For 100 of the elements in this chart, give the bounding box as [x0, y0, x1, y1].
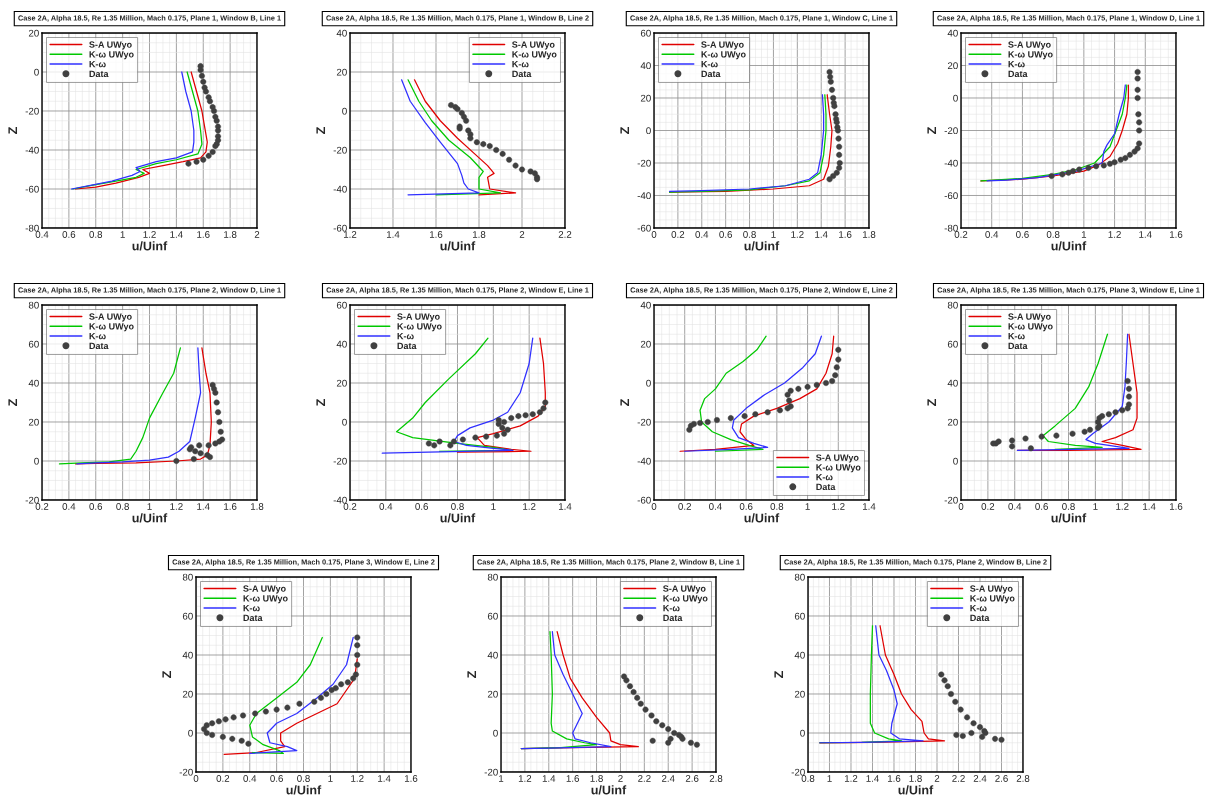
x-tick-label: 1.2: [832, 503, 845, 510]
y-tick-label: 20: [182, 690, 193, 698]
x-tick-label: 1: [499, 775, 504, 782]
x-tick-label: 2.8: [709, 775, 723, 782]
x-tick-label: 1.2: [1108, 231, 1121, 238]
legend-label: S-A UWyo: [397, 313, 440, 322]
x-tick-label: 1.2: [351, 775, 364, 782]
y-tick-label: -60: [25, 185, 39, 193]
x-tick-label: 0.2: [671, 231, 685, 238]
y-tick-label: 40: [336, 340, 347, 348]
x-tick-label: 1.6: [429, 231, 443, 238]
y-tick-label: -40: [637, 457, 651, 465]
legend-label: Data: [701, 70, 721, 78]
x-tick-label: 1.6: [224, 503, 237, 510]
x-tick-label: 1: [1093, 503, 1098, 510]
x-tick-label: 1.4: [197, 503, 210, 510]
x-tick-label: 2.6: [995, 775, 1008, 782]
x-tick-label: 0.4: [695, 231, 709, 238]
x-tick-label: 0.8: [89, 231, 103, 238]
legend-label: K-ω: [397, 333, 414, 340]
legend-label: Data: [89, 342, 109, 350]
y-axis-title: Z: [620, 127, 630, 134]
x-tick-label: 1: [120, 231, 125, 238]
legend-label: K-ω: [1008, 61, 1025, 68]
legend-label: K-ω UWyo: [1008, 51, 1053, 60]
x-tick-label: 1: [328, 775, 333, 782]
x-tick-label: 0: [651, 231, 657, 238]
legend-label: S-A UWyo: [1008, 313, 1051, 322]
x-tick-label: 1: [827, 775, 832, 782]
x-tick-label: 1.4: [1139, 231, 1152, 238]
legend-label: K-ω: [89, 333, 106, 340]
x-tick-label: 1.6: [404, 775, 418, 782]
y-tick-label: 20: [640, 340, 651, 348]
x-axis-title: u/Uinf: [744, 241, 780, 251]
y-tick-label: -40: [637, 192, 651, 200]
legend-label: Data: [397, 342, 417, 350]
x-tick-label: 1.6: [566, 775, 579, 782]
x-tick-label: 2.2: [952, 775, 965, 782]
x-tick-label: 1.4: [386, 231, 400, 238]
legend-label: K-ω UWyo: [970, 595, 1015, 604]
x-tick-label: 2.8: [1016, 775, 1030, 782]
legend-label: Data: [512, 70, 532, 78]
x-tick-label: 0: [651, 503, 657, 510]
y-tick-label: 20: [487, 690, 498, 698]
y-tick-label: 40: [947, 379, 958, 387]
y-tick-label: 0: [800, 729, 805, 737]
y-tick-label: -20: [791, 768, 805, 776]
x-tick-label: 0.2: [216, 775, 230, 782]
x-tick-label: 1.4: [866, 775, 879, 782]
legend-label: K-ω UWyo: [816, 464, 861, 473]
x-axis-title: u/Uinf: [132, 241, 168, 251]
y-tick-label: -20: [333, 146, 347, 154]
x-tick-label: 0.6: [415, 503, 428, 510]
x-tick-label: 0: [193, 775, 199, 782]
x-tick-label: 0.6: [1016, 231, 1029, 238]
y-tick-label: -40: [333, 185, 347, 193]
legend-label: Data: [816, 483, 836, 491]
y-tick-label: 20: [336, 68, 347, 76]
x-tick-label: 2.4: [973, 775, 987, 782]
y-tick-label: -20: [637, 418, 651, 426]
legend-label: Data: [1008, 342, 1028, 350]
y-tick-label: 20: [28, 418, 39, 426]
legend-label: S-A UWyo: [970, 585, 1013, 594]
x-tick-label: 1.4: [558, 503, 572, 510]
y-tick-label: 0: [188, 729, 193, 737]
legend-label: K-ω: [663, 605, 680, 612]
x-tick-label: 2: [254, 231, 260, 238]
legend-label: S-A UWyo: [663, 585, 706, 594]
y-tick-label: 20: [336, 379, 347, 387]
x-tick-label: 1.2: [844, 775, 858, 782]
x-tick-label: 0.4: [35, 231, 49, 238]
y-tick-label: -20: [333, 457, 347, 465]
legend-label: Data: [663, 614, 683, 622]
x-tick-label: 1.6: [1169, 231, 1183, 238]
x-tick-label: 0.2: [954, 231, 968, 238]
y-tick-label: 20: [947, 62, 958, 70]
y-tick-label: 60: [336, 301, 347, 309]
x-tick-label: 1.2: [343, 231, 357, 238]
x-tick-label: 2.2: [638, 775, 651, 782]
x-tick-label: 1.4: [378, 775, 391, 782]
x-tick-label: 0.4: [1008, 503, 1022, 510]
x-tick-label: 0.2: [35, 503, 49, 510]
x-tick-label: 0.6: [1035, 503, 1048, 510]
x-tick-label: 1: [147, 503, 152, 510]
y-tick-label: 60: [794, 612, 805, 620]
x-tick-label: 0.6: [89, 503, 103, 510]
legend-label: S-A UWyo: [89, 41, 132, 50]
x-tick-label: 1: [491, 503, 496, 510]
y-axis-title: Z: [774, 671, 784, 678]
y-tick-label: 60: [487, 612, 498, 620]
x-tick-label: 0.4: [243, 775, 257, 782]
y-tick-label: 40: [794, 651, 805, 659]
legend-label: S-A UWyo: [512, 41, 555, 50]
x-tick-label: 0.8: [297, 775, 310, 782]
x-tick-label: 0.6: [62, 231, 76, 238]
legend-label: S-A UWyo: [243, 585, 286, 594]
y-tick-label: 0: [34, 457, 39, 465]
legend-label: Data: [1008, 70, 1028, 78]
x-tick-label: 1.8: [472, 231, 486, 238]
x-tick-label: 0: [958, 503, 964, 510]
